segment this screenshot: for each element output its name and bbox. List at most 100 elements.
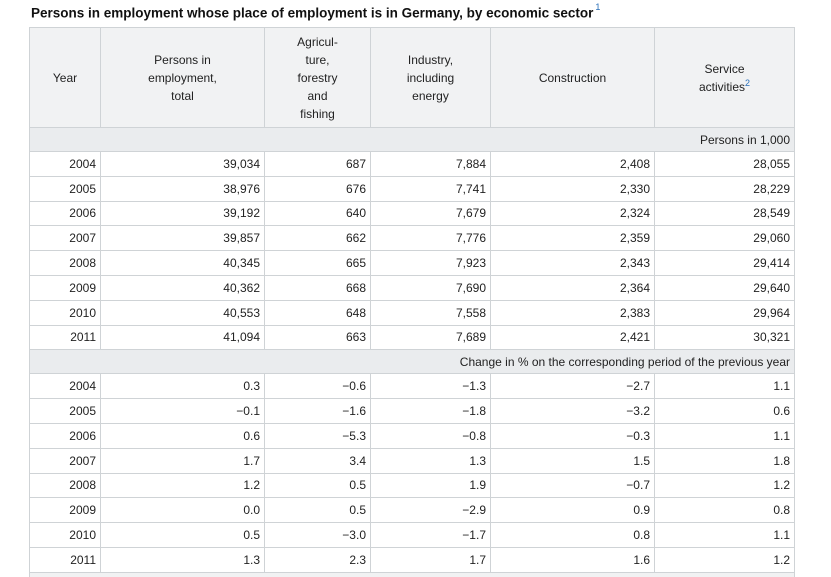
services-cell: 1.1 <box>654 373 795 400</box>
total-cell: 40,345 <box>100 250 265 276</box>
col-header-construction: Construction <box>490 27 655 128</box>
industry-cell: 1.7 <box>370 546 491 573</box>
services-cell: 28,229 <box>654 175 795 202</box>
services-cell: 29,640 <box>654 274 795 301</box>
services-cell: 29,414 <box>654 250 795 276</box>
construction-cell: −2.7 <box>490 373 655 400</box>
total-cell: 40,553 <box>100 299 265 326</box>
employment-table: Year Persons in employment, total Agricul-… <box>29 27 795 577</box>
construction-cell: 2,383 <box>490 299 655 326</box>
services-cell: 29,060 <box>654 225 795 252</box>
table-row: 2006 0.6 −5.3 −0.8 −0.3 1.1 <box>29 422 795 449</box>
table-bottom-edge-cell <box>29 571 795 577</box>
industry-cell: 1.9 <box>370 472 491 499</box>
section-label: Change in % on the corresponding period … <box>29 349 795 375</box>
total-cell: 41,094 <box>100 324 265 351</box>
table-body: Persons in 1,000 2004 39,034 687 7,884 2,408 2… <box>29 127 795 577</box>
services-cell: 28,549 <box>654 200 795 227</box>
total-cell: 39,034 <box>100 151 265 177</box>
construction-cell: 2,324 <box>490 200 655 227</box>
industry-cell: −1.8 <box>370 398 491 424</box>
table-row: 2008 1.2 0.5 1.9 −0.7 1.2 <box>29 472 795 499</box>
industry-cell: −1.3 <box>370 373 491 400</box>
agriculture-cell: −3.0 <box>264 522 371 548</box>
industry-cell: 7,689 <box>370 324 491 351</box>
total-cell: 1.3 <box>100 546 265 573</box>
footnote-link-2[interactable]: 2 <box>745 77 751 88</box>
total-cell: 1.2 <box>100 472 265 499</box>
total-cell: 0.0 <box>100 497 265 524</box>
year-cell: 2008 <box>29 472 101 499</box>
construction-cell: −0.7 <box>490 472 655 499</box>
col-header-year: Year <box>29 27 101 128</box>
table-row: 2004 0.3 −0.6 −1.3 −2.7 1.1 <box>29 373 795 400</box>
construction-cell: 2,330 <box>490 175 655 202</box>
services-cell: 1.2 <box>654 546 795 573</box>
industry-cell: 1.3 <box>370 447 491 474</box>
table-row: 2010 0.5 −3.0 −1.7 0.8 1.1 <box>29 522 795 548</box>
year-cell: 2009 <box>29 497 101 524</box>
agriculture-cell: −5.3 <box>264 422 371 449</box>
industry-cell: 7,558 <box>370 299 491 326</box>
year-cell: 2005 <box>29 398 101 424</box>
table-title: Persons in employment whose place of emp… <box>31 2 601 21</box>
agriculture-cell: 668 <box>264 274 371 301</box>
year-cell: 2006 <box>29 200 101 227</box>
section-label: Persons in 1,000 <box>29 127 795 152</box>
construction-cell: 2,421 <box>490 324 655 351</box>
services-cell: 0.8 <box>654 497 795 524</box>
construction-cell: 2,364 <box>490 274 655 301</box>
table-row: 2009 40,362 668 7,690 2,364 29,640 <box>29 274 795 301</box>
total-cell: 40,362 <box>100 274 265 301</box>
total-cell: 1.7 <box>100 447 265 474</box>
agriculture-cell: 687 <box>264 151 371 177</box>
construction-cell: 2,408 <box>490 151 655 177</box>
total-cell: 0.3 <box>100 373 265 400</box>
agriculture-cell: 676 <box>264 175 371 202</box>
construction-cell: 1.6 <box>490 546 655 573</box>
industry-cell: 7,741 <box>370 175 491 202</box>
footnote-link-1[interactable]: 1 <box>595 2 601 12</box>
construction-cell: 0.8 <box>490 522 655 548</box>
year-cell: 2010 <box>29 522 101 548</box>
year-cell: 2006 <box>29 422 101 449</box>
industry-cell: 7,690 <box>370 274 491 301</box>
table-row: 2009 0.0 0.5 −2.9 0.9 0.8 <box>29 497 795 524</box>
services-cell: 30,321 <box>654 324 795 351</box>
agriculture-cell: 662 <box>264 225 371 252</box>
year-cell: 2010 <box>29 299 101 326</box>
table-row: 2005 −0.1 −1.6 −1.8 −3.2 0.6 <box>29 398 795 424</box>
construction-cell: 2,359 <box>490 225 655 252</box>
construction-cell: −3.2 <box>490 398 655 424</box>
col-header-industry: Industry, including energy <box>370 27 491 128</box>
industry-cell: −2.9 <box>370 497 491 524</box>
section-header-row: Change in % on the corresponding period … <box>29 349 795 375</box>
table-row: 2006 39,192 640 7,679 2,324 28,549 <box>29 200 795 227</box>
table-row: 2010 40,553 648 7,558 2,383 29,964 <box>29 299 795 326</box>
industry-cell: 7,679 <box>370 200 491 227</box>
total-cell: −0.1 <box>100 398 265 424</box>
industry-cell: 7,923 <box>370 250 491 276</box>
section-header-row: Persons in 1,000 <box>29 127 795 152</box>
industry-cell: −1.7 <box>370 522 491 548</box>
year-cell: 2011 <box>29 324 101 351</box>
agriculture-cell: −0.6 <box>264 373 371 400</box>
total-cell: 38,976 <box>100 175 265 202</box>
col-header-total: Persons in employment, total <box>100 27 265 128</box>
services-cell: 29,964 <box>654 299 795 326</box>
year-cell: 2009 <box>29 274 101 301</box>
table-bottom-edge <box>29 571 795 577</box>
agriculture-cell: 640 <box>264 200 371 227</box>
services-cell: 1.2 <box>654 472 795 499</box>
total-cell: 0.6 <box>100 422 265 449</box>
services-cell: 1.1 <box>654 522 795 548</box>
table-row: 2011 1.3 2.3 1.7 1.6 1.2 <box>29 546 795 573</box>
construction-cell: −0.3 <box>490 422 655 449</box>
services-cell: 1.8 <box>654 447 795 474</box>
total-cell: 0.5 <box>100 522 265 548</box>
col-header-agriculture: Agricul-ture, forestry and fishing <box>264 27 371 128</box>
agriculture-cell: 0.5 <box>264 472 371 499</box>
total-cell: 39,857 <box>100 225 265 252</box>
agriculture-cell: 648 <box>264 299 371 326</box>
agriculture-cell: 2.3 <box>264 546 371 573</box>
